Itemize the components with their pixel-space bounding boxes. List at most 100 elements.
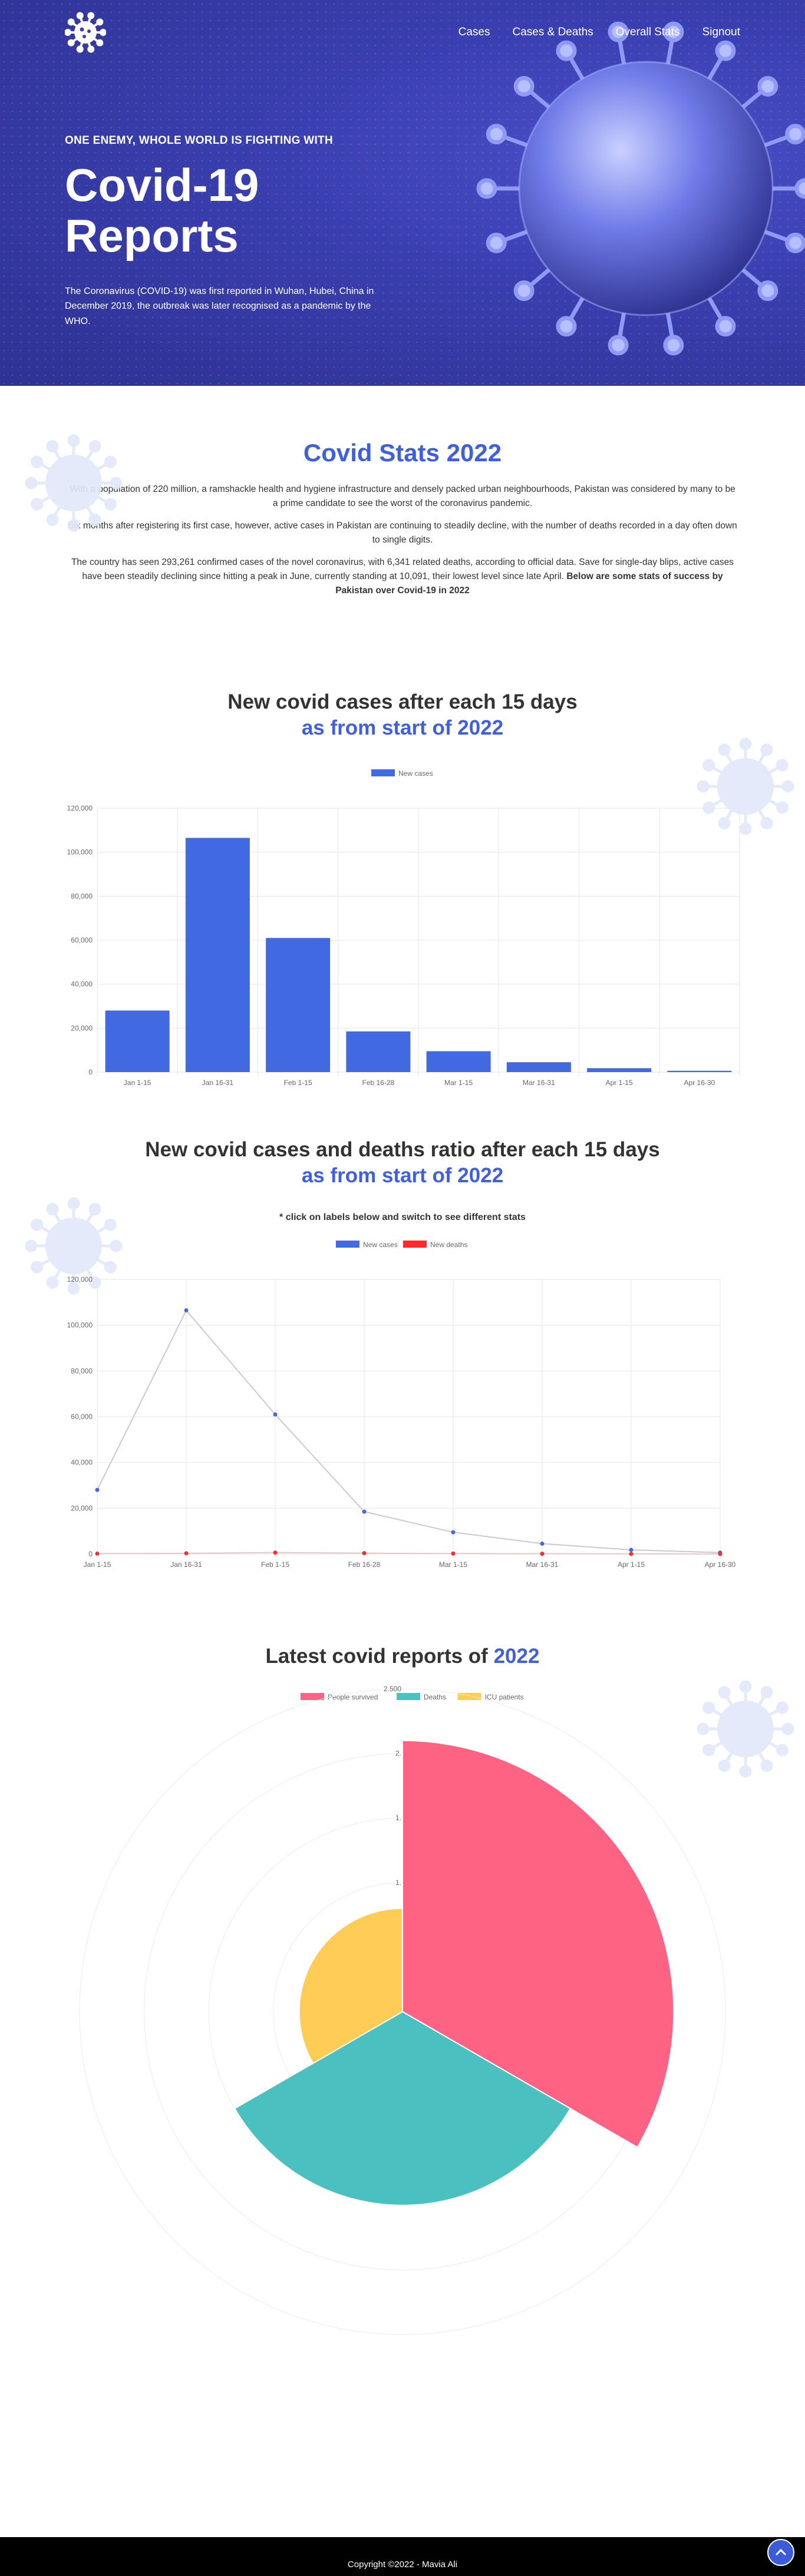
line-new-cases — [97, 1309, 721, 1553]
point-new-deaths — [95, 1551, 100, 1556]
point-new-deaths — [184, 1551, 189, 1556]
nav-link-cases-deaths[interactable]: Cases & Deaths — [512, 26, 593, 38]
main-nav: Cases Cases & Deaths Overall Stats Signo… — [458, 26, 740, 39]
x-tick-label: Mar 1-15 — [439, 1560, 467, 1569]
y-tick-label: 20,000 — [71, 1504, 93, 1512]
stats-paragraph-3: The country has seen 293,261 confirmed c… — [67, 555, 738, 598]
legend-swatch-new-cases — [336, 1241, 359, 1248]
y-tick-label: 100,000 — [67, 848, 93, 857]
latest-reports-polar-chart: People survived Deaths ICU patients 1. 1. 2. 2… — [79, 1685, 726, 2335]
r-tick-label: 1. — [395, 1879, 401, 1887]
cases-deaths-subtitle: as from start of 2022 — [301, 1163, 504, 1187]
virus-decoration-icon — [697, 738, 794, 835]
x-tick-label: Jan 16-31 — [170, 1560, 202, 1569]
x-tick-label: Jan 1-15 — [124, 1079, 151, 1087]
nav-link-cases[interactable]: Cases — [458, 26, 490, 38]
x-tick-label: Apr 16-30 — [705, 1560, 736, 1569]
chevron-up-icon — [776, 2548, 786, 2555]
cases-deaths-line-chart: New cases New deaths 0 20,000 40,000 60,000 80… — [67, 1241, 736, 1569]
hero-title: Covid-19 Reports — [65, 159, 259, 262]
x-tick-label: Apr 16-30 — [684, 1079, 715, 1087]
legend-label-deaths: Deaths — [424, 1693, 446, 1701]
x-tick-label: Apr 1-15 — [606, 1079, 633, 1087]
hero-text: ONE ENEMY, WHOLE WORLD IS FIGHTING WITH … — [65, 134, 395, 329]
copyright-text: Copyright ©2022 - Mavia Ali — [347, 2560, 458, 2570]
point-new-cases — [184, 1308, 189, 1312]
virus-decoration-icon — [697, 1680, 794, 1778]
stats-title: Covid Stats 2022 — [303, 439, 502, 467]
new-cases-title: New covid cases after each 15 days — [227, 690, 578, 713]
new-cases-subtitle: as from start of 2022 — [301, 716, 504, 739]
virus-decoration-icon — [25, 1197, 123, 1295]
x-tick-label: Jan 1-15 — [84, 1560, 111, 1569]
y-tick-label: 40,000 — [71, 1459, 93, 1467]
y-tick-label: 0 — [88, 1068, 93, 1076]
point-new-deaths — [629, 1552, 634, 1556]
r-tick-label: 2. — [395, 1750, 401, 1758]
new-cases-heading: New covid cases after each 15 days as fro… — [0, 689, 805, 741]
legend-label-people-survived: People survived — [328, 1693, 378, 1701]
cases-deaths-title: New covid cases and deaths ratio after e… — [145, 1138, 660, 1161]
polar-sector-deaths — [233, 2010, 572, 2206]
y-tick-label: 60,000 — [71, 936, 93, 944]
bar-Mar1-15 — [426, 1051, 491, 1072]
legend-swatch-new-deaths — [403, 1241, 427, 1248]
point-new-deaths — [273, 1550, 278, 1555]
y-tick-label: 120,000 — [67, 804, 93, 812]
polar-sector-people-survived — [402, 1740, 675, 2148]
chart-switch-note: * click on labels below and switch to se… — [279, 1212, 526, 1222]
y-tick-label: 80,000 — [71, 1367, 93, 1375]
cases-deaths-heading: New covid cases and deaths ratio after e… — [0, 1137, 805, 1189]
point-new-cases — [95, 1487, 100, 1492]
cases-deaths-section: New covid cases and deaths ratio after e… — [0, 1137, 805, 1644]
nav-link-signout[interactable]: Signout — [702, 26, 740, 38]
hero-tagline: ONE ENEMY, WHOLE WORLD IS FIGHTING WITH — [65, 134, 334, 147]
x-tick-label: Feb 1-15 — [284, 1079, 312, 1087]
point-new-cases — [273, 1412, 278, 1417]
point-new-deaths — [451, 1551, 456, 1556]
y-tick-label: 20,000 — [71, 1024, 93, 1032]
hero-section: Cases Cases & Deaths Overall Stats Signo… — [0, 0, 805, 386]
x-tick-label: Jan 16-31 — [202, 1079, 234, 1087]
hero-description: The Coronavirus (COVID-19) was first rep… — [65, 286, 374, 326]
y-tick-label: 0 — [88, 1550, 93, 1558]
latest-reports-heading: Latest covid reports of 2022 — [0, 1644, 805, 1669]
virus-illustration — [476, 21, 805, 356]
legend-label-new-cases: New cases — [363, 1241, 398, 1249]
y-tick-label: 100,000 — [67, 1321, 93, 1330]
new-cases-bar-chart: New cases 0 20,000 40,000 60,000 80,000 100,00… — [67, 769, 740, 1087]
y-tick-label: 60,000 — [71, 1413, 93, 1421]
polar-sector-icu-patients — [298, 1907, 403, 2065]
x-tick-label: Feb 1-15 — [261, 1560, 289, 1569]
bar-Jan16-31 — [185, 838, 250, 1072]
x-tick-label: Apr 1-15 — [618, 1560, 645, 1569]
x-tick-label: Feb 16-28 — [362, 1079, 395, 1087]
bar-Mar16-31 — [506, 1062, 571, 1072]
scroll-to-top-button[interactable] — [767, 2539, 794, 2566]
r-tick-label: 2.500 — [384, 1685, 401, 1693]
x-tick-label: Mar 16-31 — [523, 1079, 555, 1087]
bar-Feb1-15 — [266, 938, 331, 1072]
point-new-deaths — [718, 1552, 722, 1556]
stats-paragraph-2: Six months after registering its first c… — [68, 521, 737, 545]
point-new-cases — [629, 1547, 634, 1552]
stats-paragraph-3-text: The country has seen 293,261 confirmed c… — [71, 557, 734, 582]
bar-Jan1-15 — [105, 1010, 170, 1072]
r-tick-label: 1. — [395, 1814, 401, 1822]
legend-label-new-cases: New cases — [398, 769, 433, 778]
legend-swatch-deaths — [397, 1693, 420, 1700]
latest-reports-year: 2022 — [493, 1645, 540, 1668]
bar-Apr1-15 — [587, 1068, 652, 1072]
footer: Copyright ©2022 - Mavia Ali — [0, 2537, 805, 2576]
navbar: Cases Cases & Deaths Overall Stats Signo… — [0, 0, 805, 65]
x-tick-label: Mar 1-15 — [444, 1079, 473, 1087]
nav-link-overall-stats[interactable]: Overall Stats — [615, 26, 680, 38]
x-tick-label: Feb 16-28 — [348, 1560, 381, 1569]
new-cases-section: New covid cases after each 15 days as fro… — [0, 636, 805, 1137]
point-new-cases — [362, 1509, 367, 1514]
virus-decoration-icon — [25, 434, 123, 532]
stats-section: Covid Stats 2022 With a population of 22… — [0, 386, 805, 636]
y-tick-label: 40,000 — [71, 980, 93, 988]
virus-logo-icon[interactable] — [65, 12, 106, 53]
point-new-cases — [540, 1542, 545, 1546]
